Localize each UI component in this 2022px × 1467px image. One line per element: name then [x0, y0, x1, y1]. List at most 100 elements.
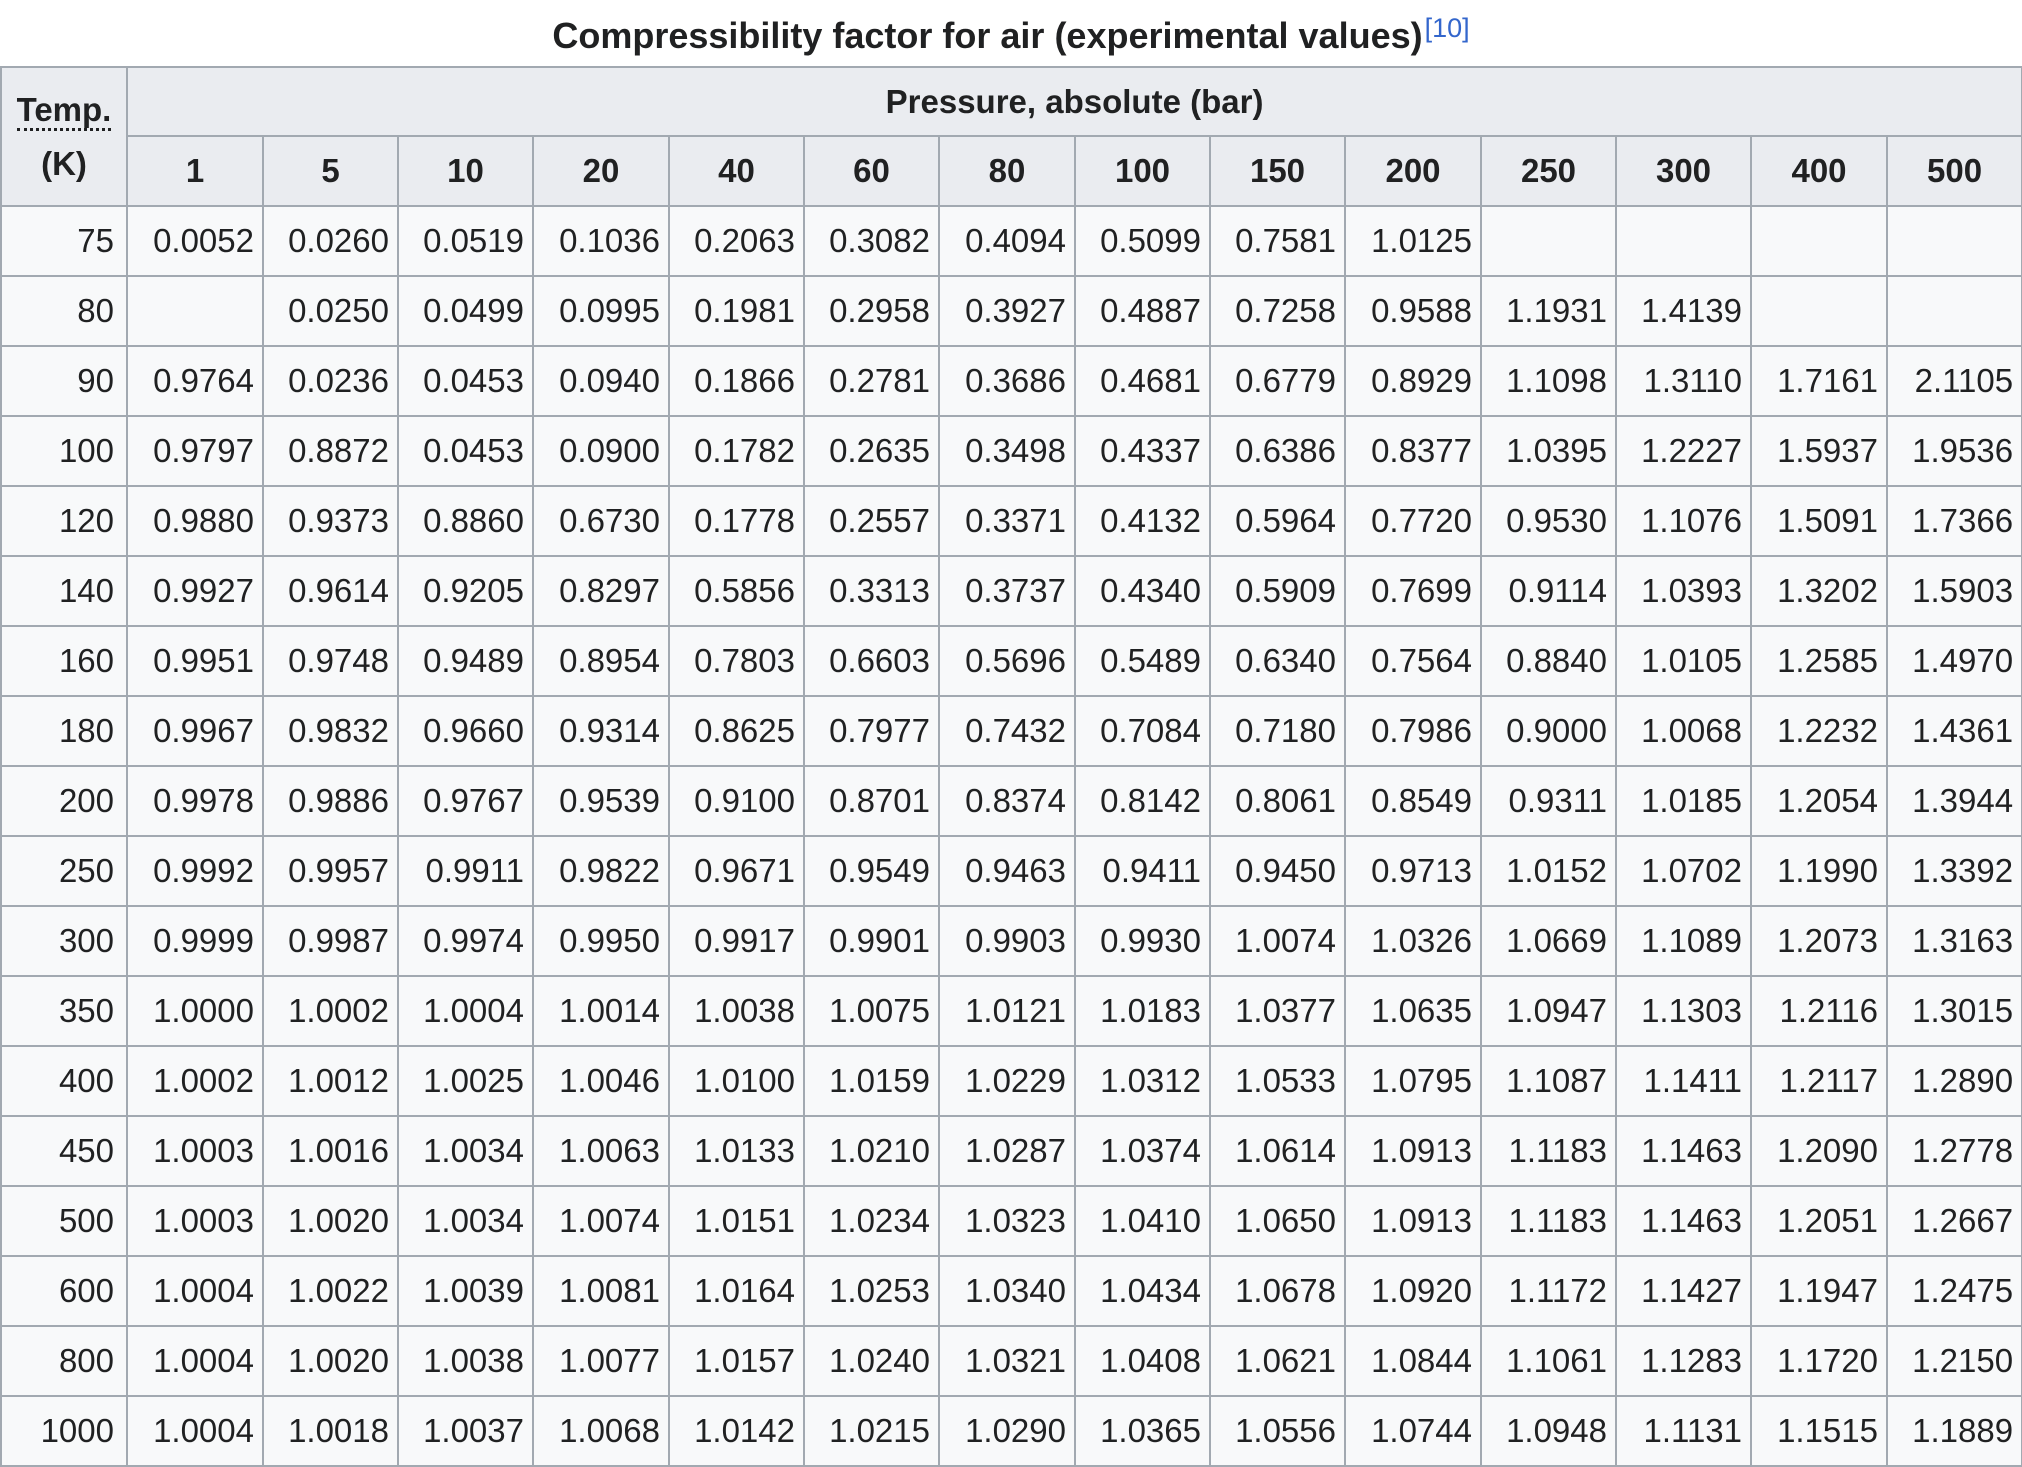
z-value-cell: 1.0556: [1209, 1395, 1346, 1467]
z-value-cell: 1.2585: [1750, 625, 1888, 697]
z-value-cell: 1.0312: [1074, 1045, 1211, 1117]
z-value-cell: 0.9373: [262, 485, 399, 557]
z-value-cell: 0.8297: [532, 555, 670, 627]
z-value-cell: 1.0533: [1209, 1045, 1346, 1117]
z-value-cell: 0.0519: [397, 205, 534, 277]
z-value-cell: 1.0014: [532, 975, 670, 1047]
z-value-cell: 1.0240: [803, 1325, 940, 1397]
z-value-cell: 0.9930: [1074, 905, 1211, 977]
z-value-cell: 0.9886: [262, 765, 399, 837]
z-value-cell: 0.8374: [938, 765, 1076, 837]
z-value-cell: 1.0121: [938, 975, 1076, 1047]
z-value-cell: 1.0022: [262, 1255, 399, 1327]
z-value-cell: 1.0018: [262, 1395, 399, 1467]
z-value-cell: 1.0635: [1344, 975, 1482, 1047]
z-value-cell: 1.0321: [938, 1325, 1076, 1397]
pressure-column-header: 60: [803, 135, 940, 207]
z-value-cell: 1.2475: [1885, 1255, 2022, 1327]
z-value-cell: 1.0229: [938, 1045, 1076, 1117]
z-value-cell: 0.7432: [938, 695, 1076, 767]
z-value-cell: 0.8840: [1480, 625, 1617, 697]
z-value-cell: 0.2781: [803, 345, 940, 417]
z-value-cell: 0.5964: [1209, 485, 1346, 557]
z-value-cell: [1750, 275, 1888, 347]
z-value-cell: 1.0012: [262, 1045, 399, 1117]
temperature-cell: 450: [0, 1115, 128, 1187]
z-value-cell: 0.6779: [1209, 345, 1346, 417]
z-value-cell: 1.2778: [1885, 1115, 2022, 1187]
temperature-cell: 160: [0, 625, 128, 697]
pressure-column-header: 400: [1750, 135, 1888, 207]
z-value-cell: 0.7977: [803, 695, 940, 767]
z-value-cell: 0.2958: [803, 275, 940, 347]
z-value-cell: 0.7720: [1344, 485, 1482, 557]
z-value-cell: 1.0075: [803, 975, 940, 1047]
temperature-cell: 120: [0, 485, 128, 557]
z-value-cell: 1.0004: [126, 1395, 264, 1467]
z-value-cell: 1.3163: [1885, 905, 2022, 977]
z-value-cell: 1.1172: [1480, 1255, 1617, 1327]
z-value-cell: 0.9114: [1480, 555, 1617, 627]
z-value-cell: 0.7084: [1074, 695, 1211, 767]
z-value-cell: 1.0152: [1480, 835, 1617, 907]
z-value-cell: 0.4337: [1074, 415, 1211, 487]
z-value-cell: 1.0003: [126, 1115, 264, 1187]
z-value-cell: 0.9588: [1344, 275, 1482, 347]
z-value-cell: 0.9489: [397, 625, 534, 697]
z-value-cell: 0.9911: [397, 835, 534, 907]
z-value-cell: 1.0183: [1074, 975, 1211, 1047]
z-value-cell: 0.9530: [1480, 485, 1617, 557]
z-value-cell: 1.0151: [668, 1185, 805, 1257]
z-value-cell: 1.0038: [397, 1325, 534, 1397]
z-value-cell: 0.0250: [262, 275, 399, 347]
z-value-cell: 1.0074: [1209, 905, 1346, 977]
temperature-cell: 300: [0, 905, 128, 977]
z-value-cell: 0.7581: [1209, 205, 1346, 277]
z-value-cell: 0.9978: [126, 765, 264, 837]
z-value-cell: 1.0003: [126, 1185, 264, 1257]
z-value-cell: 1.1515: [1750, 1395, 1888, 1467]
pressure-header: Pressure, absolute (bar): [125, 66, 2022, 137]
table-row: 180 0.9967 0.9832 0.9660 0.9314 0.8625 0.7977 0…: [0, 695, 2022, 767]
z-value-cell: 0.9767: [397, 765, 534, 837]
z-value-cell: 1.7366: [1885, 485, 2022, 557]
z-value-cell: 0.9614: [262, 555, 399, 627]
z-value-cell: 1.3202: [1750, 555, 1888, 627]
temperature-cell: 140: [0, 555, 128, 627]
pressure-column-header: 5: [262, 135, 399, 207]
z-value-cell: 0.1866: [668, 345, 805, 417]
z-value-cell: 1.0920: [1344, 1255, 1482, 1327]
pressure-column-header: 100: [1074, 135, 1211, 207]
z-value-cell: 0.9764: [126, 345, 264, 417]
z-value-cell: 1.0290: [938, 1395, 1076, 1467]
z-value-cell: 1.0287: [938, 1115, 1076, 1187]
z-value-cell: 1.2227: [1615, 415, 1752, 487]
temperature-cell: 200: [0, 765, 128, 837]
z-value-cell: 0.9987: [262, 905, 399, 977]
z-value-cell: 1.0046: [532, 1045, 670, 1117]
z-value-cell: 1.2073: [1750, 905, 1888, 977]
z-value-cell: 0.0499: [397, 275, 534, 347]
z-value-cell: 1.0669: [1480, 905, 1617, 977]
z-value-cell: 1.0068: [532, 1395, 670, 1467]
z-value-cell: [1480, 205, 1617, 277]
z-value-cell: 0.9311: [1480, 765, 1617, 837]
temperature-cell: 400: [0, 1045, 128, 1117]
z-value-cell: [1885, 205, 2022, 277]
table-row: 75 0.0052 0.0260 0.0519 0.1036 0.2063 0.3082 0.…: [0, 205, 2022, 277]
z-value-cell: 1.0702: [1615, 835, 1752, 907]
z-value-cell: 1.1303: [1615, 975, 1752, 1047]
z-value-cell: 1.4361: [1885, 695, 2022, 767]
z-value-cell: 0.8549: [1344, 765, 1482, 837]
z-value-cell: 1.0004: [126, 1255, 264, 1327]
z-value-cell: 0.9660: [397, 695, 534, 767]
z-value-cell: 0.9951: [126, 625, 264, 697]
pressure-column-header: 300: [1615, 135, 1752, 207]
z-value-cell: 0.9797: [126, 415, 264, 487]
temperature-cell: 1000: [0, 1395, 128, 1467]
z-value-cell: 0.5099: [1074, 205, 1211, 277]
reference-link[interactable]: [10]: [1424, 13, 1470, 43]
z-value-cell: 0.9822: [532, 835, 670, 907]
z-value-cell: 0.1778: [668, 485, 805, 557]
z-value-cell: 0.0236: [262, 345, 399, 417]
